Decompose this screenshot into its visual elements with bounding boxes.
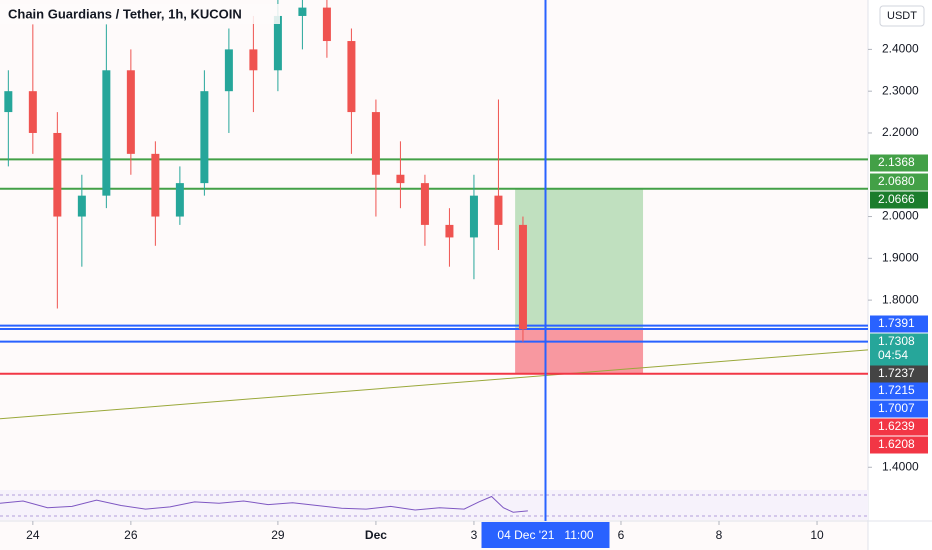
candle-body bbox=[445, 224, 454, 238]
candle-body bbox=[494, 195, 503, 225]
candle-body bbox=[126, 70, 135, 154]
candle-body bbox=[273, 15, 282, 71]
candle-body bbox=[200, 91, 209, 184]
price-label: 2.0680 bbox=[878, 174, 915, 188]
y-tick-label: 2.2000 bbox=[882, 125, 919, 139]
currency-box[interactable] bbox=[879, 5, 925, 27]
x-tick-label: 8 bbox=[716, 528, 723, 542]
price-label: 2.0666 bbox=[878, 192, 915, 206]
candle-body bbox=[224, 49, 233, 92]
candle-body bbox=[102, 70, 111, 196]
rsi-line bbox=[0, 495, 528, 513]
candle-body bbox=[371, 112, 380, 175]
price-label: 1.7215 bbox=[878, 383, 915, 397]
candle-body bbox=[322, 7, 331, 42]
price-label: 1.7308 bbox=[878, 334, 915, 348]
plot-background bbox=[0, 0, 868, 550]
candle-body bbox=[175, 183, 184, 217]
profit-zone bbox=[515, 188, 644, 330]
price-label: 1.6208 bbox=[878, 437, 915, 451]
x-tick-label: 6 bbox=[618, 528, 625, 542]
x-tick-label: 10 bbox=[810, 528, 824, 542]
crosshair-label: 04 Dec '21 11:00 bbox=[497, 528, 593, 542]
price-label-bg bbox=[870, 154, 928, 172]
candle-body bbox=[28, 91, 37, 133]
price-label-bg bbox=[870, 173, 928, 191]
x-tick-label: 24 bbox=[26, 528, 40, 542]
candle-body bbox=[469, 195, 478, 238]
x-tick-label: 26 bbox=[124, 528, 138, 542]
trendline bbox=[0, 349, 869, 420]
y-tick-label: 1.4000 bbox=[882, 459, 919, 473]
price-label-bg bbox=[870, 365, 928, 383]
chart-title: Chain Guardians / Tether, 1h, KUCOIN bbox=[8, 6, 242, 21]
candle-body bbox=[347, 41, 356, 113]
price-label: 2.1368 bbox=[878, 155, 915, 169]
price-label-bg bbox=[870, 400, 928, 418]
price-label-bg bbox=[870, 418, 928, 436]
loss-zone bbox=[515, 329, 644, 374]
crosshair-label-bg bbox=[481, 522, 610, 548]
candle-body bbox=[151, 153, 160, 217]
candle-body bbox=[53, 132, 62, 217]
price-label: 1.6239 bbox=[878, 419, 915, 433]
x-tick-label: Dec bbox=[365, 528, 387, 542]
price-label-bg bbox=[870, 333, 928, 366]
candle-body bbox=[298, 7, 307, 16]
price-label-bg bbox=[870, 382, 928, 400]
price-label: 1.7237 bbox=[878, 366, 915, 380]
currency[interactable]: USDT bbox=[887, 10, 917, 22]
y-tick-label: 1.9000 bbox=[882, 251, 919, 265]
price-label-bg bbox=[870, 436, 928, 454]
candle-body bbox=[4, 91, 13, 113]
y-tick-label: 1.8000 bbox=[882, 292, 919, 306]
candle-body bbox=[396, 174, 405, 184]
countdown: 04:54 bbox=[878, 348, 908, 362]
candle-body bbox=[420, 183, 429, 225]
x-tick-label: 3 bbox=[471, 528, 478, 542]
price-label-bg bbox=[870, 191, 928, 209]
candle-body bbox=[77, 195, 86, 217]
price-label: 1.7391 bbox=[878, 316, 915, 330]
price-label: 1.7007 bbox=[878, 401, 915, 415]
price-label-bg bbox=[870, 315, 928, 333]
y-tick-label: 2.4000 bbox=[882, 42, 919, 56]
candle-body bbox=[249, 49, 258, 71]
candle-body bbox=[518, 224, 527, 330]
y-tick-label: 2.0000 bbox=[882, 209, 919, 223]
y-tick-label: 2.3000 bbox=[882, 83, 919, 97]
x-tick-label: 29 bbox=[271, 528, 285, 542]
title-bg bbox=[0, 4, 280, 24]
